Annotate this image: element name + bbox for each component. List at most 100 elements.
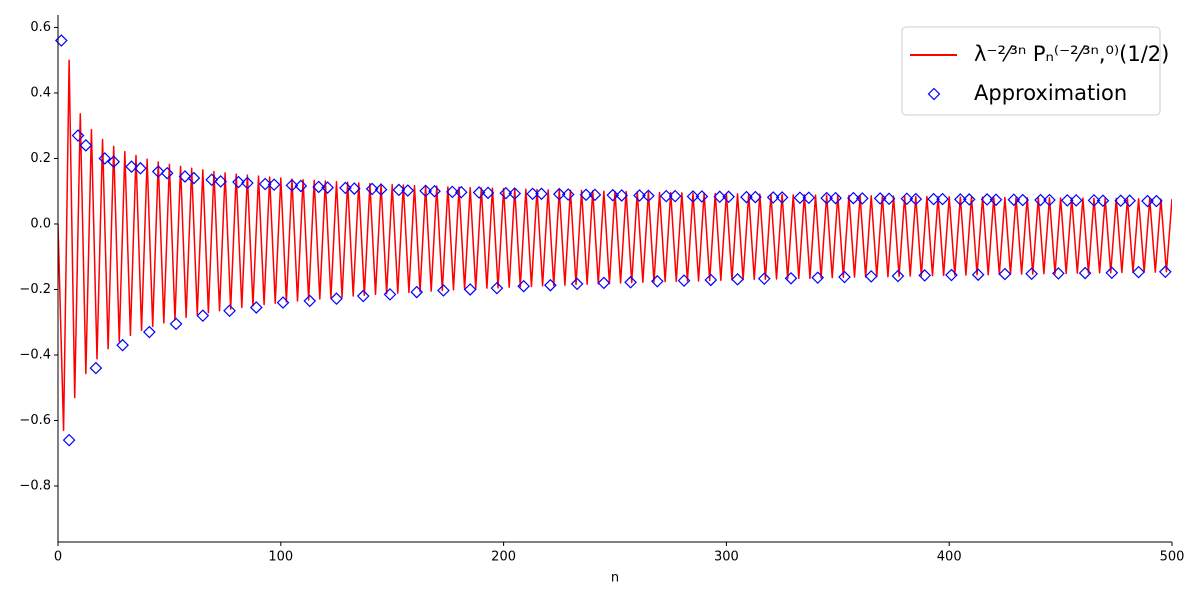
data-point xyxy=(410,285,424,299)
data-point xyxy=(1132,265,1145,279)
data-point xyxy=(392,183,406,197)
data-point xyxy=(989,193,1003,207)
data-point xyxy=(1016,193,1030,207)
data-point xyxy=(864,270,878,283)
data-point xyxy=(1096,194,1110,208)
y-tick-label: −0.2 xyxy=(19,282,51,297)
data-point xyxy=(481,186,495,200)
data-point xyxy=(802,191,816,205)
data-point xyxy=(704,273,718,287)
data-point xyxy=(490,281,504,295)
data-point xyxy=(241,176,254,190)
data-point xyxy=(909,192,923,206)
data-point xyxy=(891,269,905,283)
data-point xyxy=(757,272,771,286)
data-point xyxy=(811,271,825,285)
data-point xyxy=(927,192,940,206)
data-point xyxy=(169,317,183,331)
data-point xyxy=(1043,193,1056,207)
x-tick-label: 0 xyxy=(54,550,62,565)
data-point xyxy=(125,160,138,173)
data-point xyxy=(1060,194,1074,207)
data-point xyxy=(463,283,477,296)
data-point xyxy=(1150,194,1163,208)
data-point xyxy=(508,187,522,200)
data-point xyxy=(178,170,192,183)
data-point xyxy=(855,192,869,205)
x-tick-label: 200 xyxy=(491,550,516,565)
data-point xyxy=(1007,193,1021,207)
data-point xyxy=(419,184,432,198)
data-point xyxy=(775,191,789,204)
data-point xyxy=(71,129,85,142)
data-point xyxy=(570,277,584,291)
data-point xyxy=(151,165,165,178)
y-tick-label: −0.6 xyxy=(19,413,51,428)
data-point xyxy=(953,193,967,206)
data-point xyxy=(62,433,76,447)
data-point xyxy=(945,268,958,282)
data-point xyxy=(437,284,450,297)
data-point xyxy=(749,190,762,204)
data-point xyxy=(1123,194,1137,208)
data-point xyxy=(374,183,388,196)
y-tick-label: 0.6 xyxy=(30,20,51,35)
data-point xyxy=(107,155,121,169)
data-point xyxy=(312,180,326,194)
data-point xyxy=(401,184,415,197)
data-point xyxy=(962,193,976,206)
data-point xyxy=(1141,194,1154,208)
y-tick-label: −0.4 xyxy=(19,347,51,362)
data-point xyxy=(561,188,575,201)
data-point xyxy=(1052,267,1065,280)
data-point xyxy=(267,178,281,192)
data-point xyxy=(900,192,914,206)
x-axis-label: n xyxy=(611,571,619,586)
data-point xyxy=(160,166,174,180)
data-point xyxy=(294,179,308,193)
data-point xyxy=(258,177,272,191)
x-tick-label: 400 xyxy=(937,550,962,565)
data-point xyxy=(303,294,317,308)
data-point xyxy=(606,188,620,202)
data-point xyxy=(1078,266,1092,280)
data-point xyxy=(784,271,798,285)
data-point xyxy=(142,325,156,339)
data-point xyxy=(847,191,860,205)
data-point xyxy=(79,139,93,152)
data-point xyxy=(1087,194,1101,207)
data-point xyxy=(980,193,994,206)
legend-box xyxy=(901,26,1161,116)
data-point xyxy=(347,182,361,195)
data-point xyxy=(339,181,352,195)
data-point xyxy=(517,279,531,293)
data-point xyxy=(223,304,236,318)
data-point xyxy=(731,272,744,286)
legend-marker xyxy=(927,87,941,101)
data-point xyxy=(365,182,379,196)
data-point xyxy=(873,192,887,205)
data-point xyxy=(330,292,343,305)
data-point xyxy=(659,189,673,203)
data-point xyxy=(196,309,210,323)
data-point xyxy=(446,185,459,199)
data-point xyxy=(998,267,1012,281)
data-point xyxy=(552,187,566,201)
data-point xyxy=(882,192,896,206)
data-point xyxy=(285,178,299,192)
x-tick-label: 300 xyxy=(714,550,739,565)
legend-label: λ⁻²⁄³ⁿ Pₙ⁽⁻²⁄³ⁿ,⁰⁾(1/2) xyxy=(974,42,1169,66)
data-point xyxy=(116,338,129,352)
x-tick-label: 100 xyxy=(268,550,293,565)
data-point xyxy=(793,191,807,205)
data-point xyxy=(321,181,334,194)
data-point xyxy=(713,190,727,204)
data-point xyxy=(187,171,201,185)
data-point xyxy=(597,276,611,290)
data-point xyxy=(383,288,397,301)
data-point xyxy=(428,184,441,198)
data-point xyxy=(615,189,629,202)
data-point xyxy=(499,186,513,200)
